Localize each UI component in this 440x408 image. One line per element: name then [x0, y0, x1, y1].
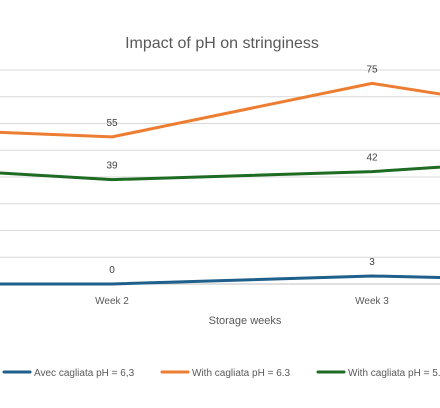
x-tick-label: Week 2 — [95, 296, 129, 307]
x-tick-label: Week 3 — [355, 296, 389, 307]
series-line — [0, 81, 440, 139]
data-label: 0 — [109, 265, 115, 276]
legend-entry: With cagliata pH = 5.7 — [316, 368, 440, 379]
x-axis-title: Storage weeks — [209, 315, 282, 327]
series-lines — [0, 81, 440, 286]
legend-label: With cagliata pH = 5.7 — [348, 368, 440, 379]
data-label: 75 — [366, 64, 378, 75]
legend-entry: Avec cagliata pH = 6,3 — [2, 368, 135, 379]
series-line — [0, 165, 440, 182]
legend-entry: With cagliata pH = 6.3 — [160, 368, 291, 379]
legend-label: Avec cagliata pH = 6,3 — [34, 368, 135, 379]
series-line — [0, 274, 440, 286]
data-label: 42 — [366, 153, 378, 164]
data-label: 3 — [369, 257, 375, 268]
data-label: 39 — [106, 161, 118, 172]
data-label: 55 — [106, 118, 118, 129]
legend-label: With cagliata pH = 6.3 — [192, 368, 291, 379]
x-tick-labels: Week 2 Week 3 — [95, 296, 389, 307]
data-labels: 0 3 55 75 39 42 — [106, 64, 378, 276]
legend: Avec cagliata pH = 6,3 With cagliata pH =… — [2, 368, 440, 379]
chart-title: Impact of pH on stringiness — [125, 35, 319, 52]
